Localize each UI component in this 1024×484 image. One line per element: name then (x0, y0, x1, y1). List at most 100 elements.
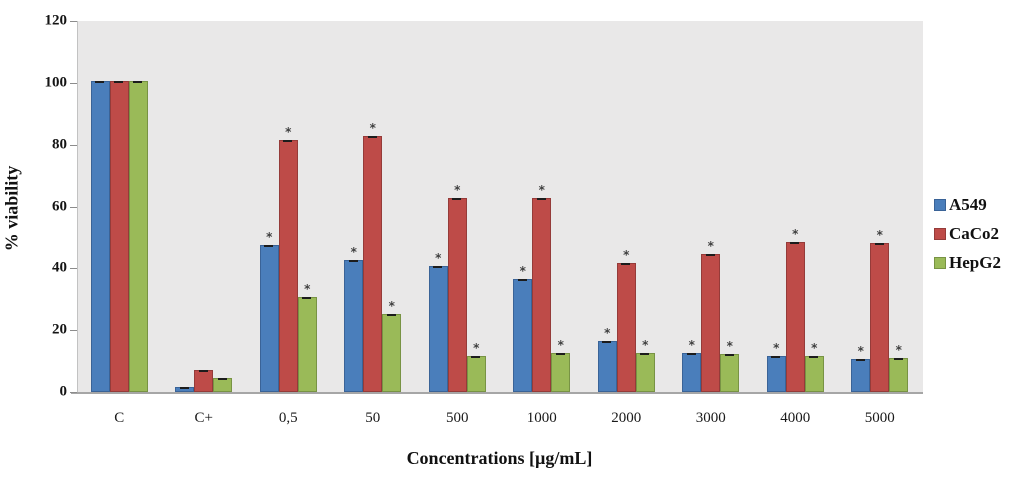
legend-swatch-HepG2 (934, 256, 946, 269)
y-tick-label: 120 (44, 12, 68, 29)
bar-group-5000: * * * (838, 21, 923, 392)
significance-asterisk: * (857, 344, 864, 359)
bar-A549-3000: * (682, 338, 702, 392)
bar-group-50: * * * (331, 21, 416, 392)
bar-HepG2-4000: * (804, 341, 824, 392)
error-bar-cap (771, 356, 781, 358)
bar-HepG2-0,5: * (297, 282, 317, 392)
significance-asterisk: * (876, 228, 883, 243)
x-axis-line (71, 392, 923, 394)
bar-A549-2000: * (597, 326, 617, 392)
significance-asterisk: * (623, 248, 630, 263)
x-tick-label: 500 (446, 410, 469, 426)
error-bar-cap (386, 314, 396, 317)
y-tick-mark (70, 82, 77, 84)
x-tick-label: 1000 (526, 410, 557, 426)
x-tick-label: C (114, 410, 125, 426)
significance-asterisk: * (473, 341, 480, 355)
significance-asterisk: * (435, 251, 442, 266)
bar-group-4000: * * * (753, 21, 838, 392)
bar-A549-50: * (344, 245, 364, 392)
y-tick-label: 60 (52, 198, 67, 214)
bar-A549-C (90, 80, 110, 392)
bar-CaCo2-50: * (363, 121, 383, 392)
error-bar-cap (705, 253, 715, 256)
significance-asterisk: * (519, 263, 526, 278)
error-bar-cap (621, 263, 631, 266)
error-bar-cap (893, 357, 903, 360)
error-bar-cap (433, 266, 443, 269)
bar-A549-0,5: * (259, 230, 279, 392)
error-bar-cap (471, 356, 481, 358)
error-bar-cap (198, 369, 208, 372)
y-tick-mark (70, 330, 77, 332)
y-tick-label: 100 (44, 74, 68, 91)
significance-asterisk: * (688, 337, 695, 352)
bar-group-C+ (162, 21, 247, 392)
significance-asterisk: * (604, 325, 611, 340)
y-tick-mark (70, 206, 77, 208)
bar-HepG2-C+ (213, 377, 233, 392)
significance-asterisk: * (454, 183, 461, 198)
legend-swatch-A549 (934, 198, 946, 211)
x-tick-label: 5000 (864, 410, 895, 426)
significance-asterisk: * (388, 299, 395, 314)
plot-area (77, 21, 923, 392)
significance-asterisk: * (285, 124, 292, 139)
bar-A549-C+ (175, 386, 195, 392)
y-axis-title: % viability (1, 165, 22, 252)
x-tick-label: C+ (194, 410, 213, 426)
x-tick-label: 2000 (611, 410, 642, 426)
significance-asterisk: * (304, 282, 311, 297)
bar-HepG2-1000: * (551, 338, 571, 392)
legend-item-CaCo2: CaCo2 (934, 219, 1001, 248)
error-bar-cap (555, 352, 565, 355)
y-tick-label: 20 (52, 321, 67, 338)
y-tick-mark (70, 21, 77, 22)
error-bar-cap (724, 354, 734, 357)
legend-label: CaCo2 (949, 223, 1000, 243)
error-bar-cap (686, 352, 696, 355)
y-tick-label: 0 (59, 383, 68, 400)
bar-A549-500: * (428, 251, 448, 392)
bar-group-C (77, 21, 162, 392)
bar-HepG2-500: * (466, 341, 486, 392)
error-bar-cap (536, 198, 546, 201)
legend-item-A549: A549 (934, 190, 1001, 219)
bar-CaCo2-C+ (194, 369, 214, 392)
bar-CaCo2-1000: * (532, 183, 552, 392)
error-bar-cap (283, 139, 293, 142)
significance-asterisk: * (642, 337, 649, 352)
x-tick-label: 50 (365, 410, 381, 426)
y-tick-mark (70, 392, 77, 393)
x-tick-label: 3000 (695, 410, 726, 426)
error-bar-cap (452, 198, 462, 201)
bar-A549-1000: * (513, 264, 533, 392)
error-bar-cap (602, 340, 612, 343)
error-bar-cap (217, 377, 227, 380)
error-bar-cap (348, 260, 358, 263)
error-bar-cap (517, 278, 527, 281)
legend-item-HepG2: HepG2 (934, 248, 1001, 277)
error-bar-cap (367, 136, 377, 139)
bar-A549-4000: * (766, 341, 786, 392)
bar-HepG2-2000: * (635, 338, 655, 392)
significance-asterisk: * (773, 341, 780, 355)
error-bar-cap (133, 80, 143, 83)
error-bar-cap (114, 80, 124, 83)
bar-A549-5000: * (851, 344, 871, 392)
bar-CaCo2-500: * (447, 183, 467, 392)
significance-asterisk: * (557, 337, 564, 352)
significance-asterisk: * (726, 339, 733, 354)
y-tick-label: 40 (52, 259, 67, 276)
bar-HepG2-5000: * (889, 343, 909, 392)
bar-group-2000: * * * (584, 21, 669, 392)
error-bar-cap (790, 241, 800, 244)
significance-asterisk: * (369, 121, 376, 136)
error-bar-cap (640, 352, 650, 355)
bar-CaCo2-4000: * (785, 227, 805, 392)
legend-label: A549 (949, 194, 987, 214)
bar-CaCo2-C (109, 80, 129, 392)
bar-CaCo2-0,5: * (278, 125, 298, 392)
